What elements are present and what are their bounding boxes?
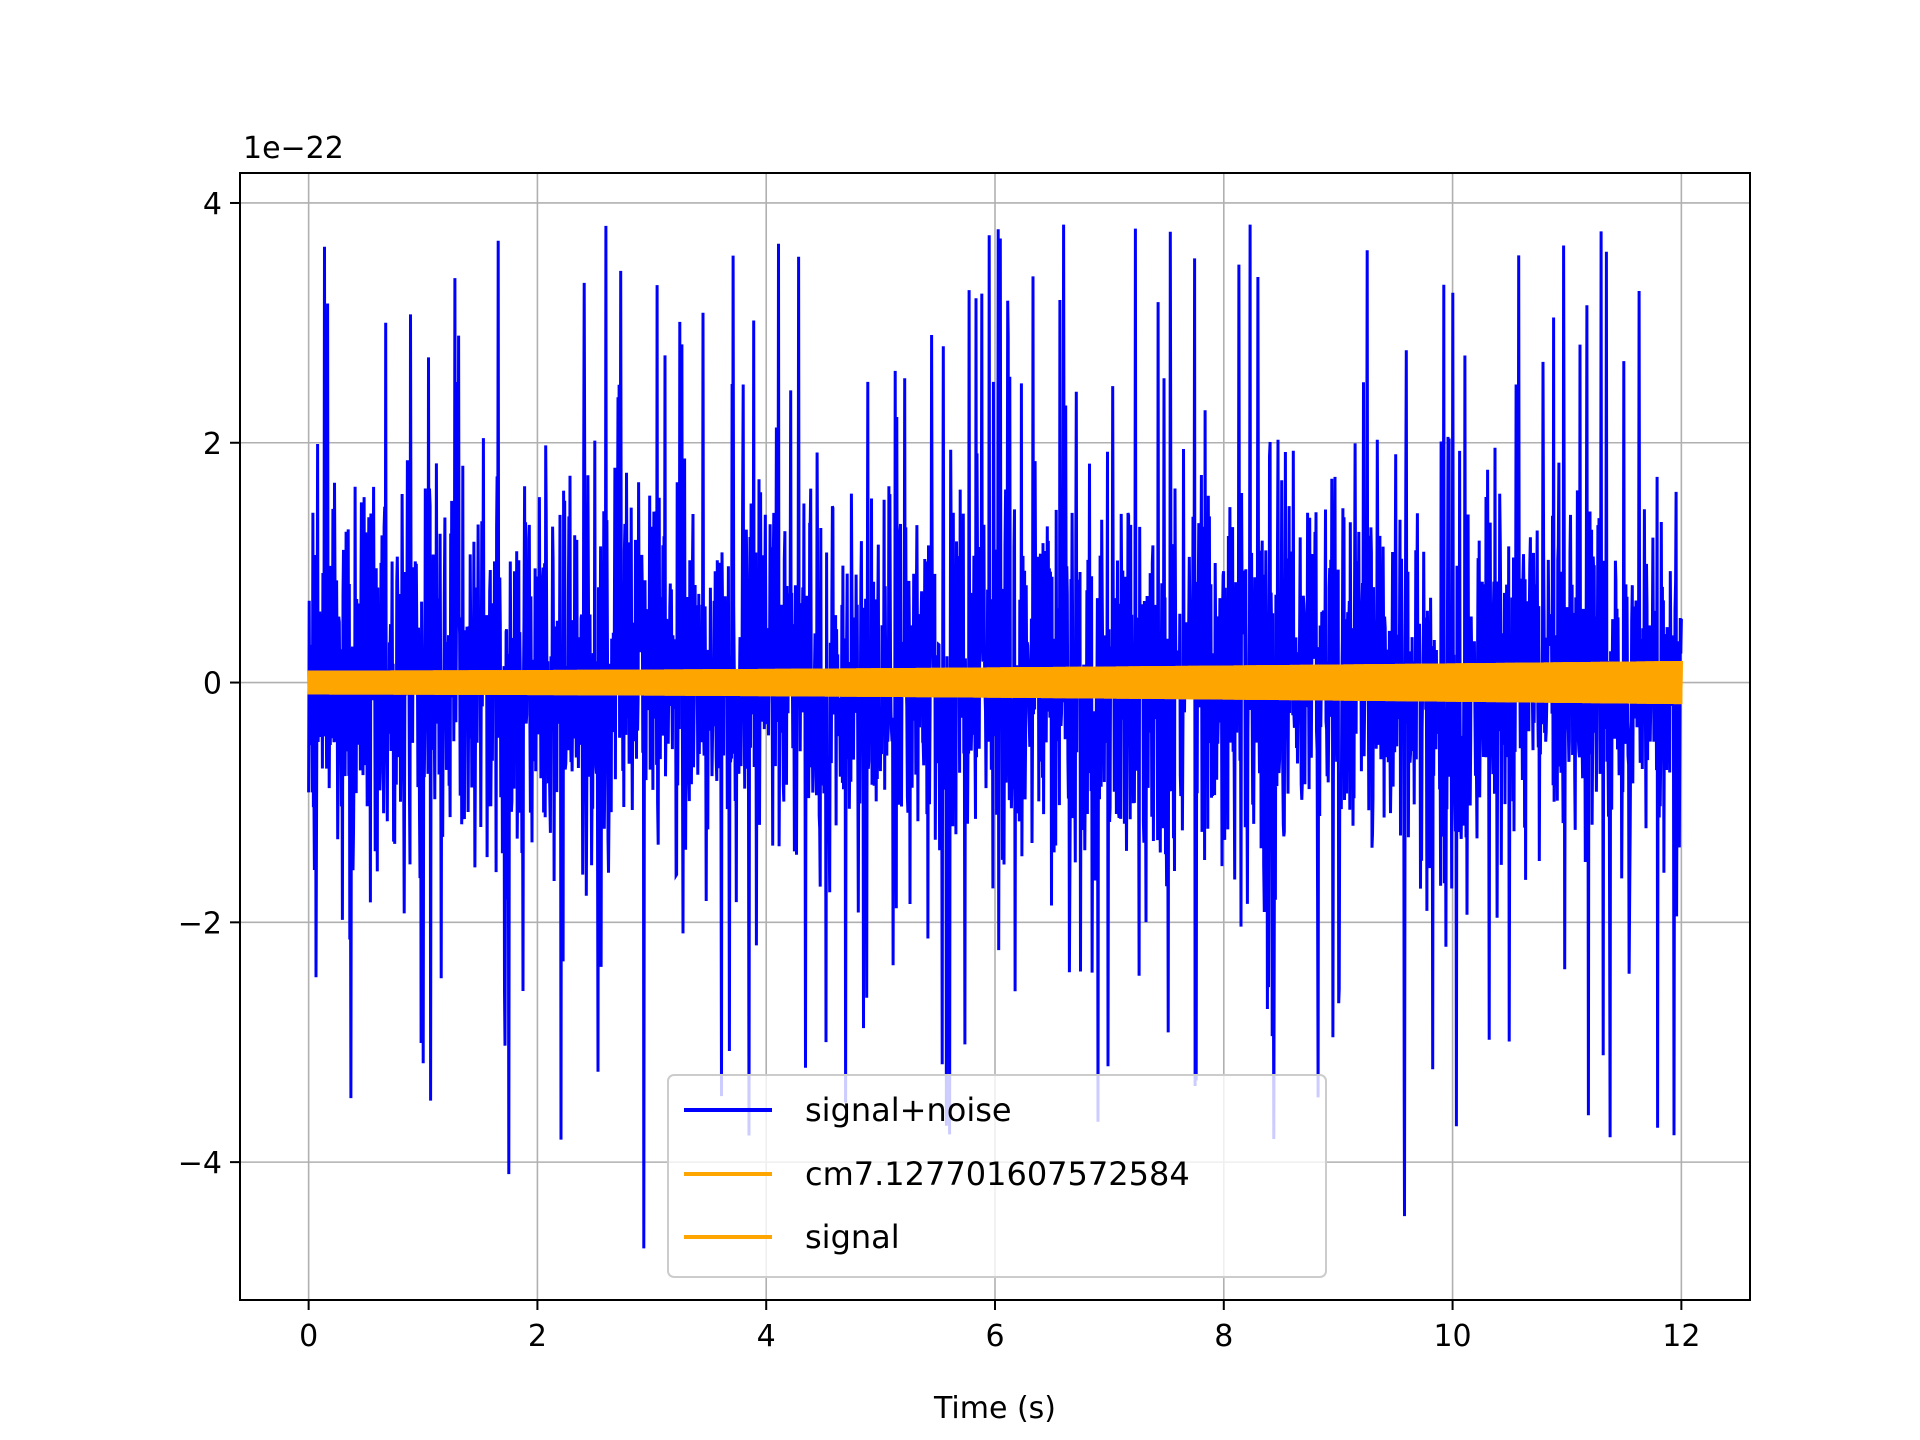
legend-box bbox=[667, 1074, 1327, 1278]
x-ticks: 0 2 4 6 8 10 12 bbox=[299, 1300, 1700, 1354]
y-tick-label: −2 bbox=[178, 906, 222, 941]
x-tick-label: 2 bbox=[528, 1319, 547, 1354]
legend-label-signal-noise: signal+noise bbox=[805, 1091, 1012, 1129]
x-tick-label: 0 bbox=[299, 1319, 318, 1354]
y-tick-label: 4 bbox=[203, 187, 222, 222]
y-tick-label: 0 bbox=[203, 667, 222, 702]
x-tick-label: 12 bbox=[1662, 1319, 1700, 1354]
series-layer bbox=[307, 224, 1683, 1249]
y-ticks: −4 −2 0 2 4 bbox=[178, 187, 240, 1181]
x-tick-label: 10 bbox=[1433, 1319, 1471, 1354]
legend-label-signal: signal bbox=[805, 1218, 900, 1256]
series-signal-line bbox=[307, 660, 1683, 705]
x-tick-label: 6 bbox=[985, 1319, 1004, 1354]
y-offset-label: 1e−22 bbox=[243, 131, 344, 166]
y-tick-label: 2 bbox=[203, 427, 222, 462]
legend-label-cm: cm7.127701607572584 bbox=[805, 1155, 1190, 1193]
x-tick-label: 8 bbox=[1214, 1319, 1233, 1354]
y-tick-label: −4 bbox=[178, 1146, 222, 1181]
legend: signal+noise cm7.127701607572584 signal bbox=[667, 1074, 1327, 1278]
plot-area bbox=[307, 224, 1683, 1249]
x-tick-label: 4 bbox=[757, 1319, 776, 1354]
x-axis-label: Time (s) bbox=[933, 1391, 1056, 1426]
series-signal-noise-line bbox=[307, 224, 1683, 1249]
